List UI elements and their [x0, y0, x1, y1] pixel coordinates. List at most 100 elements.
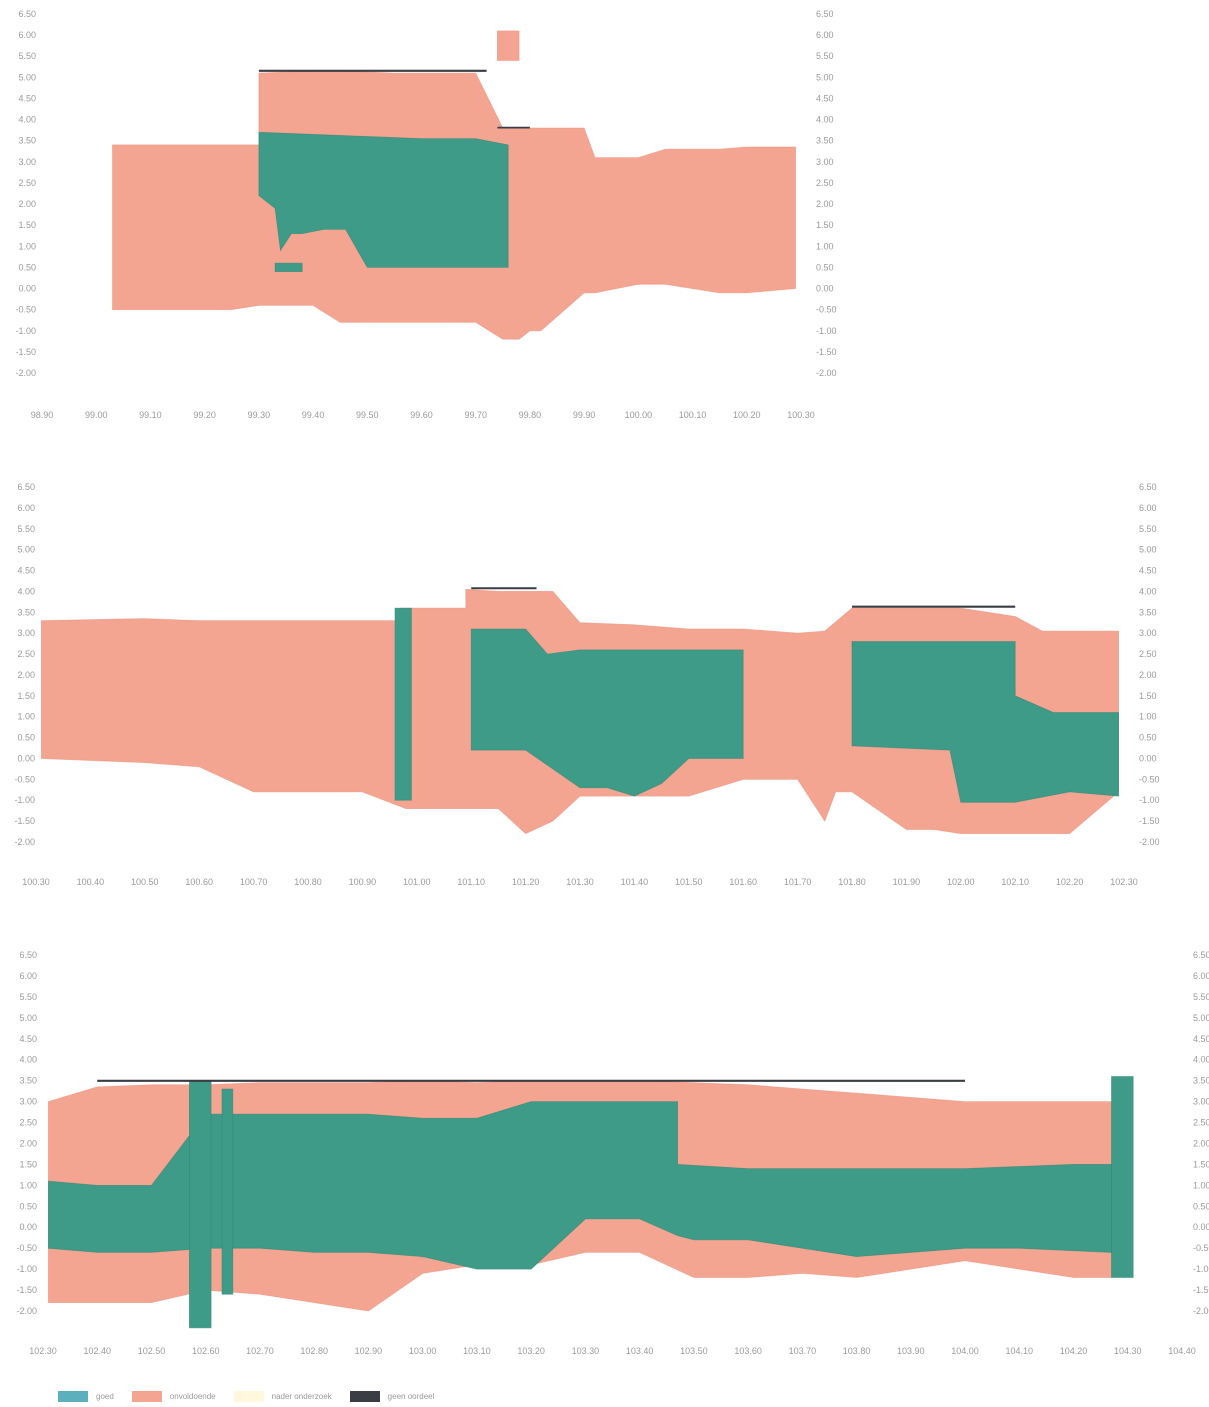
y-tick-left: 6.50	[18, 9, 36, 19]
y-tick-left: 6.50	[17, 482, 35, 492]
y-tick-right: 6.50	[816, 9, 834, 19]
x-tick: 104.30	[1114, 1346, 1142, 1356]
y-tick-right: 5.50	[1193, 992, 1209, 1002]
y-tick-right: 2.00	[1139, 670, 1157, 680]
y-tick-right: 1.00	[1139, 712, 1157, 722]
y-tick-right: 5.50	[1139, 524, 1157, 534]
y-tick-left: 5.50	[19, 992, 37, 1002]
x-tick: 103.40	[626, 1346, 654, 1356]
y-tick-right: -0.50	[816, 305, 837, 315]
x-tick: 100.40	[77, 877, 105, 887]
y-tick-left: 3.00	[18, 157, 36, 167]
y-tick-right: 3.50	[1193, 1076, 1209, 1086]
y-tick-left: 6.50	[19, 950, 37, 960]
x-tick: 99.70	[464, 410, 487, 420]
x-tick: 103.80	[843, 1346, 871, 1356]
y-tick-left: -1.50	[14, 816, 35, 826]
x-tick: 99.50	[356, 410, 379, 420]
y-tick-right: -1.00	[1139, 795, 1160, 805]
x-tick: 102.00	[947, 877, 975, 887]
x-tick: 102.40	[83, 1346, 111, 1356]
legend-label-nader-onderzoek: nader onderzoek	[271, 1391, 332, 1401]
x-tick: 100.00	[625, 410, 653, 420]
y-tick-right: 3.00	[1139, 628, 1157, 638]
region-goed-2	[274, 262, 303, 273]
x-tick: 103.70	[789, 1346, 817, 1356]
y-tick-left: 1.00	[18, 241, 36, 251]
x-tick: 102.90	[355, 1346, 383, 1356]
legend-label-onvoldoende: onvoldoende	[169, 1391, 216, 1401]
region-geen-oordeel-4	[258, 69, 487, 72]
x-tick: 100.20	[733, 410, 761, 420]
y-tick-right: -0.50	[1193, 1243, 1209, 1253]
y-tick-right: 6.00	[1139, 503, 1157, 513]
x-tick: 102.30	[29, 1346, 57, 1356]
x-tick: 101.80	[838, 877, 866, 887]
x-tick: 99.10	[139, 410, 162, 420]
y-tick-left: -1.50	[15, 347, 36, 357]
y-tick-right: -1.50	[816, 347, 837, 357]
x-tick: 99.90	[573, 410, 596, 420]
y-tick-right: 3.00	[1193, 1097, 1209, 1107]
y-tick-right: 1.00	[816, 241, 834, 251]
y-tick-left: 2.00	[18, 199, 36, 209]
legend-item-nader-onderzoek: nader onderzoek	[233, 1390, 332, 1402]
y-tick-left: -1.00	[14, 795, 35, 805]
legend: goed onvoldoende nader onderzoek geen oo…	[58, 1388, 452, 1404]
region-geen-oordeel-5	[497, 126, 530, 129]
y-tick-right: 2.00	[1193, 1138, 1209, 1148]
y-tick-left: -0.50	[14, 774, 35, 784]
y-tick-left: 4.00	[18, 115, 36, 125]
profile-panel-1: 6.50 6.00 5.50 5.00 4.50 4.00 3.50 3.00 2.50 2.00…	[0, 0, 1209, 430]
y-tick-left: 3.50	[17, 607, 35, 617]
y-tick-right: 4.00	[1193, 1055, 1209, 1065]
x-tick: 103.90	[897, 1346, 925, 1356]
y-tick-right: 6.50	[1139, 482, 1157, 492]
y-tick-left: 2.00	[19, 1138, 37, 1148]
y-tick-right: -1.50	[1193, 1285, 1209, 1295]
y-tick-left: 6.00	[18, 30, 36, 40]
y-tick-left: 1.50	[18, 220, 36, 230]
y-tick-left: 6.00	[17, 503, 35, 513]
x-tick: 103.20	[517, 1346, 545, 1356]
x-tick: 101.50	[675, 877, 703, 887]
y-tick-right: 5.00	[1193, 1013, 1209, 1023]
region-geen-oordeel-4	[471, 587, 537, 590]
legend-label-geen-oordeel: geen oordeel	[387, 1391, 435, 1401]
legend-swatch-nader-onderzoek	[233, 1390, 264, 1402]
x-tick: 99.40	[302, 410, 325, 420]
x-tick: 102.20	[1056, 877, 1084, 887]
y-tick-left: -2.00	[15, 368, 36, 378]
x-tick: 101.60	[729, 877, 757, 887]
y-tick-right: 0.00	[1139, 753, 1157, 763]
profile-chart-1: 6.50 6.00 5.50 5.00 4.50 4.00 3.50 3.00 2.50 2.00…	[15, 9, 837, 420]
x-tick: 102.60	[192, 1346, 220, 1356]
y-tick-right: 4.50	[816, 93, 834, 103]
x-tick: 103.00	[409, 1346, 437, 1356]
y-tick-right: 2.50	[816, 178, 834, 188]
legend-item-goed: goed	[58, 1390, 114, 1402]
region-goed-1	[394, 607, 412, 801]
y-tick-right: 0.00	[816, 284, 834, 294]
profile-chart-3: 6.50 6.00 5.50 5.00 4.50 4.00 3.50 3.00 2.50 2.00…	[16, 950, 1209, 1356]
y-tick-right: 0.50	[1193, 1201, 1209, 1211]
x-tick: 98.90	[31, 410, 54, 420]
x-tick: 102.50	[138, 1346, 166, 1356]
y-tick-left: 4.00	[19, 1055, 37, 1065]
x-tick: 100.30	[22, 877, 50, 887]
y-tick-left: 3.50	[18, 136, 36, 146]
y-tick-left: 5.50	[18, 51, 36, 61]
y-tick-left: 2.50	[17, 649, 35, 659]
y-tick-right: -0.50	[1139, 774, 1160, 784]
y-tick-left: -0.50	[15, 305, 36, 315]
x-tick: 104.40	[1168, 1346, 1196, 1356]
y-tick-right: -1.50	[1139, 816, 1160, 826]
region-goed-3	[221, 1088, 234, 1295]
y-tick-right: 6.00	[816, 30, 834, 40]
y-tick-right: -2.00	[1139, 837, 1160, 847]
y-tick-right: 5.00	[816, 72, 834, 82]
y-tick-right: 1.00	[1193, 1180, 1209, 1190]
x-tick: 101.90	[893, 877, 921, 887]
legend-swatch-onvoldoende	[131, 1390, 162, 1402]
region-goed-1	[258, 131, 509, 268]
